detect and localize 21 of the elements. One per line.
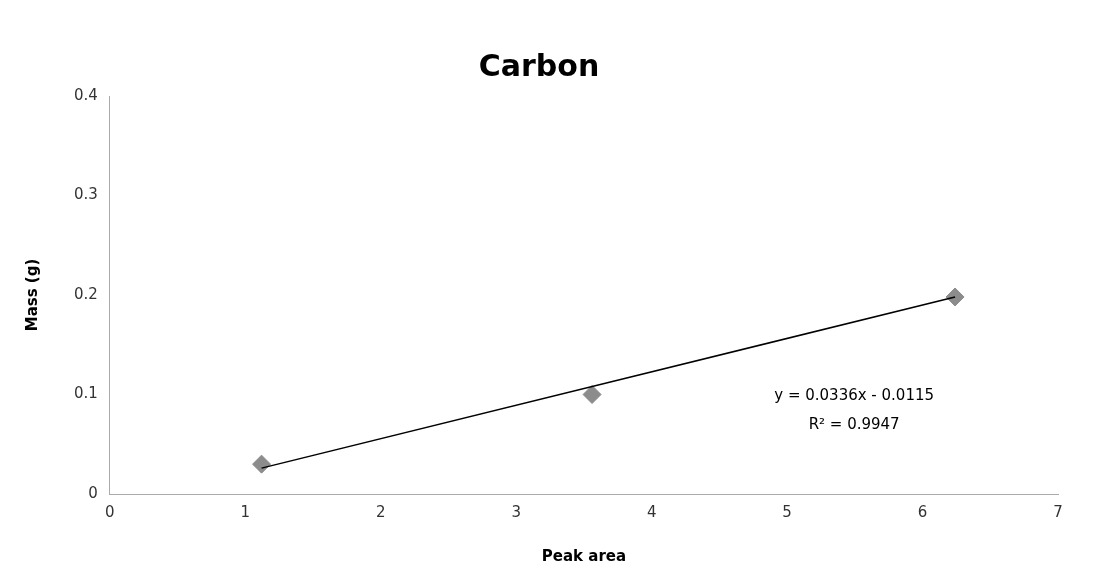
- x-tick-label: 3: [511, 502, 521, 521]
- annotation: y = 0.0336x - 0.0115: [774, 386, 935, 405]
- x-tick-label: 1: [240, 502, 251, 521]
- annotation: R² = 0.9947: [808, 415, 900, 434]
- y-tick-label: 0.2: [74, 284, 98, 303]
- point: [945, 287, 965, 307]
- y-tick-label: 0.1: [74, 384, 98, 403]
- x-tick-label: 6: [917, 502, 928, 521]
- y-axis-title: Mass (g): [22, 258, 41, 332]
- y-tick-label: 0: [88, 483, 98, 502]
- x-tick-label: 4: [646, 502, 657, 521]
- point: [582, 385, 602, 404]
- y-tick-label: 0.3: [74, 185, 98, 204]
- x-tick-label: 2: [375, 502, 386, 521]
- x-tick-label: 0: [105, 502, 115, 521]
- chart-title: Carbon: [478, 47, 600, 83]
- x-tick-label: 5: [782, 502, 792, 521]
- x-tick-label: 7: [1053, 502, 1063, 521]
- point: [252, 454, 272, 474]
- y-tick-label: 0.4: [74, 85, 98, 104]
- x-axis-title: Peak area: [541, 546, 627, 565]
